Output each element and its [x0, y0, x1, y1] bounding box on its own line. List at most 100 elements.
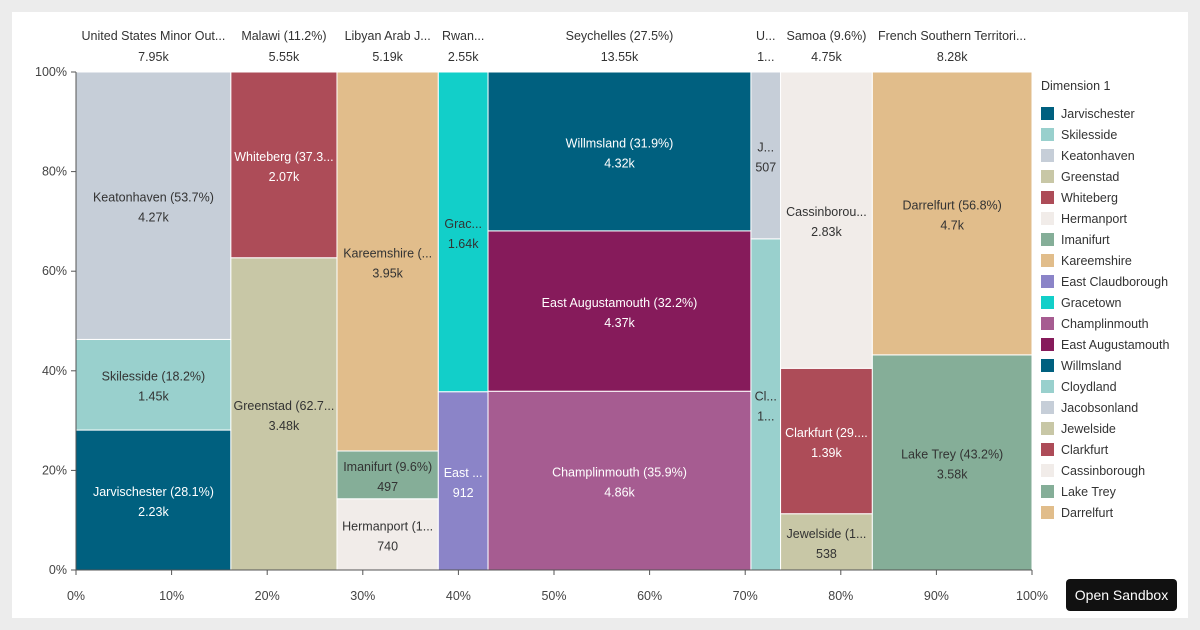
segment-label-willmsland: Willmsland (31.9%) — [566, 136, 674, 150]
legend-swatch-kareemshire — [1041, 254, 1054, 267]
legend-item-darrelfurt: Darrelfurt — [1061, 506, 1114, 520]
segment-value-jewelside: 538 — [816, 547, 837, 561]
legend-swatch-gracetown — [1041, 296, 1054, 309]
legend-item-lake-trey: Lake Trey — [1061, 485, 1117, 499]
legend-swatch-imanifurt — [1041, 233, 1054, 246]
x-tick-label: 0% — [67, 589, 85, 603]
legend-swatch-keatonhaven — [1041, 149, 1054, 162]
legend-item-clarkfurt: Clarkfurt — [1061, 443, 1109, 457]
column-label-2: Malawi (11.2%) — [241, 29, 326, 43]
segment-label-imanifurt: Imanifurt (9.6%) — [343, 460, 432, 474]
x-tick-label: 100% — [1016, 589, 1048, 603]
column-total-1: 7.95k — [138, 50, 169, 64]
segment-clarkfurt — [781, 368, 873, 513]
chart-card: Jarvischester (28.1%) 2.23k Skilesside (18… — [12, 12, 1188, 618]
x-tick-label: 60% — [637, 589, 662, 603]
segment-label-jacobsonland: J... — [757, 140, 774, 154]
open-sandbox-button[interactable]: Open Sandbox — [1066, 579, 1177, 611]
segment-gracetown — [438, 72, 488, 392]
legend-title: Dimension 1 — [1041, 79, 1111, 93]
x-tick-label: 40% — [446, 589, 471, 603]
legend-swatch-east-claudborough — [1041, 275, 1054, 288]
segment-label-kareemshire: Kareemshire (... — [343, 246, 432, 260]
y-tick-label: 80% — [42, 165, 67, 179]
segment-cloydland — [751, 239, 781, 570]
segment-keatonhaven — [76, 72, 231, 339]
legend-swatch-lake-trey — [1041, 485, 1054, 498]
segment-kareemshire — [337, 72, 438, 451]
x-tick-label: 80% — [828, 589, 853, 603]
column-label-7: Samoa (9.6%) — [787, 29, 867, 43]
column-total-5: 13.55k — [601, 50, 639, 64]
y-tick-label: 40% — [42, 364, 67, 378]
segment-jewelside — [781, 514, 873, 570]
legend-item-skilesside: Skilesside — [1061, 128, 1117, 142]
legend-swatch-skilesside — [1041, 128, 1054, 141]
column-label-3: Libyan Arab J... — [345, 29, 431, 43]
segment-value-kareemshire: 3.95k — [372, 266, 403, 280]
legend-item-gracetown: Gracetown — [1061, 296, 1121, 310]
segment-value-champlinmouth: 4.86k — [604, 486, 635, 500]
segment-hermanport — [337, 499, 438, 570]
segment-lake-trey — [872, 355, 1032, 570]
legend-swatch-cloydland — [1041, 380, 1054, 393]
x-tick-label: 20% — [255, 589, 280, 603]
legend-item-champlinmouth: Champlinmouth — [1061, 317, 1149, 331]
legend-swatch-darrelfurt — [1041, 506, 1054, 519]
legend-item-kareemshire: Kareemshire — [1061, 254, 1132, 268]
segment-label-clarkfurt: Clarkfurt (29.... — [785, 426, 868, 440]
segment-east-claudborough — [438, 392, 488, 570]
legend-swatch-whiteberg — [1041, 191, 1054, 204]
legend-item-jarvischester: Jarvischester — [1061, 107, 1135, 121]
segment-label-jewelside: Jewelside (1... — [787, 527, 867, 541]
segment-label-cassinborough: Cassinborou... — [786, 205, 867, 219]
segment-label-champlinmouth: Champlinmouth (35.9%) — [552, 466, 687, 480]
column-total-8: 8.28k — [937, 50, 968, 64]
segment-value-gracetown: 1.64k — [448, 237, 479, 251]
legend-swatch-champlinmouth — [1041, 317, 1054, 330]
segment-skilesside — [76, 339, 231, 430]
segment-label-lake-trey: Lake Trey (43.2%) — [901, 447, 1003, 461]
segment-value-skilesside: 1.45k — [138, 390, 169, 404]
segment-value-darrelfurt: 4.7k — [940, 218, 964, 232]
legend-item-imanifurt: Imanifurt — [1061, 233, 1110, 247]
segment-label-jarvischester: Jarvischester (28.1%) — [93, 485, 214, 499]
column-total-7: 4.75k — [811, 50, 842, 64]
y-tick-label: 20% — [42, 463, 67, 477]
segment-value-keatonhaven: 4.27k — [138, 211, 169, 225]
x-tick-label: 10% — [159, 589, 184, 603]
column-total-3: 5.19k — [372, 50, 403, 64]
segment-east-augustamouth — [488, 231, 751, 391]
legend-item-east-claudborough: East Claudborough — [1061, 275, 1168, 289]
y-tick-label: 100% — [35, 65, 67, 79]
x-tick-label: 50% — [541, 589, 566, 603]
segment-whiteberg — [231, 72, 337, 258]
segment-label-hermanport: Hermanport (1... — [342, 519, 433, 533]
segment-willmsland — [488, 72, 751, 231]
legend-swatch-east-augustamouth — [1041, 338, 1054, 351]
y-tick-label: 60% — [42, 264, 67, 278]
segment-value-east-claudborough: 912 — [453, 486, 474, 500]
segment-value-whiteberg: 2.07k — [269, 170, 300, 184]
legend-item-whiteberg: Whiteberg — [1061, 191, 1118, 205]
legend-swatch-jewelside — [1041, 422, 1054, 435]
segment-jarvischester — [76, 430, 231, 570]
segment-value-imanifurt: 497 — [377, 480, 398, 494]
x-tick-label: 90% — [924, 589, 949, 603]
segment-value-clarkfurt: 1.39k — [811, 446, 842, 460]
segment-value-cloydland: 1... — [757, 409, 774, 423]
segment-label-skilesside: Skilesside (18.2%) — [102, 370, 206, 384]
column-total-2: 5.55k — [269, 50, 300, 64]
segment-value-hermanport: 740 — [377, 539, 398, 553]
segment-value-cassinborough: 2.83k — [811, 225, 842, 239]
legend-item-willmsland: Willmsland — [1061, 359, 1121, 373]
x-tick-label: 30% — [350, 589, 375, 603]
legend-swatch-hermanport — [1041, 212, 1054, 225]
segment-champlinmouth — [488, 391, 751, 570]
segment-darrelfurt — [872, 72, 1032, 355]
segment-label-whiteberg: Whiteberg (37.3... — [234, 150, 333, 164]
legend-item-greenstad: Greenstad — [1061, 170, 1119, 184]
legend-item-cassinborough: Cassinborough — [1061, 464, 1145, 478]
column-label-1: United States Minor Out... — [82, 29, 226, 43]
segment-label-gracetown: Grac... — [444, 217, 482, 231]
